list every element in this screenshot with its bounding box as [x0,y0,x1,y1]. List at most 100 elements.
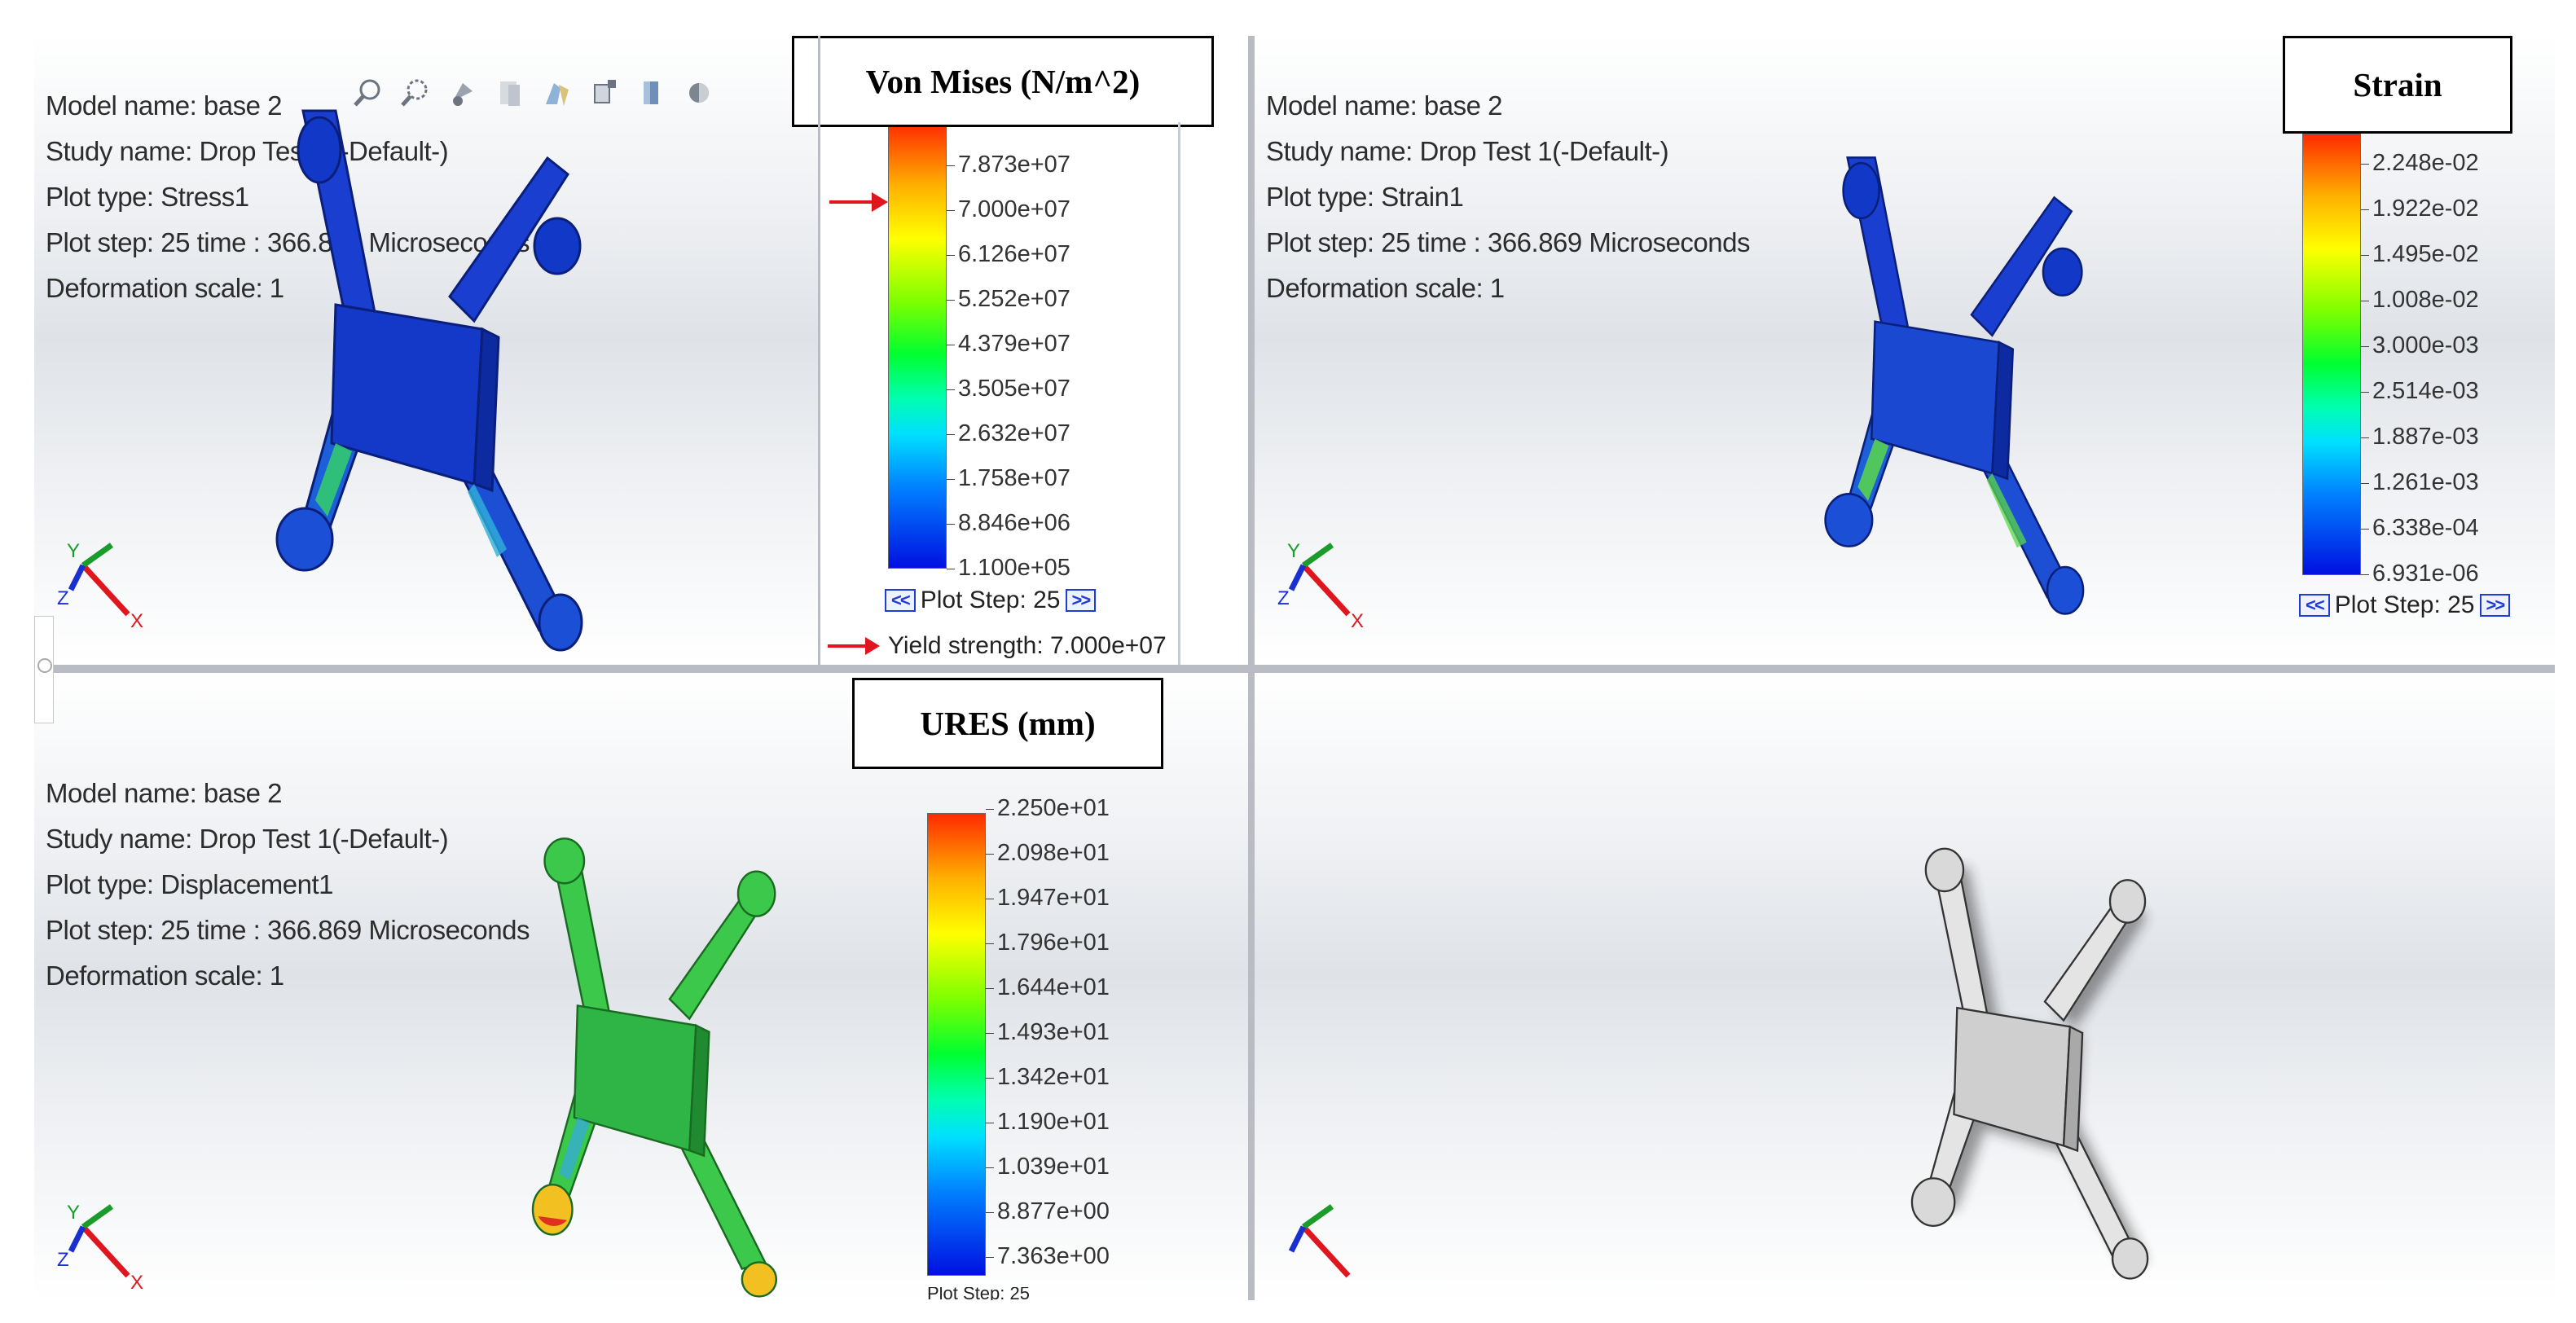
legend-tick-label: 1.644e+01 [986,974,1110,1000]
legend-tick-label: 1.493e+01 [986,1019,1110,1045]
deformation-scale: Deformation scale: 1 [46,960,284,991]
displacement-plot-info: Model name: base 2 Study name: Drop Test… [46,771,530,999]
deformation-scale: Deformation scale: 1 [1266,273,1505,303]
legend-tick-label: 2.250e+01 [986,795,1110,821]
axis-triad-icon: Y Z X [57,1202,143,1292]
deformation-scale: Deformation scale: 1 [46,273,284,303]
legend-tick-label: 1.008e-02 [2361,287,2479,313]
displacement-title: URES (mm) [852,678,1163,769]
legend-tick-label: 2.632e+07 [947,420,1070,446]
section-view-icon[interactable] [492,75,528,111]
legend-tick-label: 1.922e-02 [2361,196,2479,222]
study-name: Study name: Drop Test 1(-Default-) [1266,136,1669,166]
displacement-viewport[interactable]: Model name: base 2 Study name: Drop Test… [34,673,1248,1300]
stress-legend-panel: 7.873e+07 7.000e+07 6.126e+07 5.252e+07 4.37… [818,36,1248,665]
svg-text:X: X [130,610,143,631]
legend-tick-label: 1.190e+01 [986,1109,1110,1135]
heads-up-view-toolbar [350,75,717,111]
legend-tick-label: 7.873e+07 [947,152,1070,178]
legend-tick-label: 7.000e+07 [947,196,1070,222]
legend-tick-label: 6.931e-06 [2361,560,2479,587]
svg-text:X: X [130,1272,143,1292]
legend-tick-label: 1.758e+07 [947,465,1070,491]
legend-tick-label: 7.363e+00 [986,1243,1110,1269]
plot-step-time: Plot step: 25 time : 366.869 Microsecond… [1266,227,1751,257]
stress-yield-marker-icon [829,192,888,212]
splitter-grip-icon[interactable] [37,658,52,673]
study-name: Study name: Drop Test 1(-Default-) [46,136,449,166]
svg-text:Z: Z [1277,587,1290,609]
stress-plot-step: << Plot Step: 25 >> [885,587,1097,614]
axis-triad-icon: Y Z X [57,540,143,631]
model-name: Model name: base 2 [1266,90,1503,121]
legend-tick-label: 2.514e-03 [2361,378,2479,404]
displacement-color-bar [927,813,986,1276]
displacement-model [531,837,778,1298]
study-name: Study name: Drop Test 1(-Default-) [46,824,449,854]
svg-text:X: X [1351,610,1364,631]
legend-tick-label: 8.877e+00 [986,1198,1110,1224]
legend-tick-label: 1.261e-03 [2361,469,2479,495]
stress-viewport[interactable]: Model name: base 2 Study name: Drop Test… [34,36,818,665]
legend-tick-label: 6.338e-04 [2361,515,2479,541]
legend-tick-label: 2.098e+01 [986,840,1110,866]
svg-text:Y: Y [67,1202,80,1224]
legend-tick-label: 5.252e+07 [947,286,1070,312]
edit-appearance-icon[interactable] [681,75,717,111]
axis-triad-icon [1288,1204,1351,1278]
next-step-button[interactable]: >> [2479,594,2511,617]
model-name: Model name: base 2 [46,778,283,808]
svg-text:Z: Z [57,587,69,609]
strain-title: Strain [2283,36,2512,134]
yield-strength-label: Yield strength: 7.000e+07 [888,632,1167,659]
legend-tick-label: 1.100e+05 [947,555,1070,581]
displacement-plot-step: Plot Step: 25 [927,1287,1030,1300]
previous-view-icon[interactable] [445,75,481,111]
yield-strength: Yield strength: 7.000e+07 [826,632,1167,660]
yield-arrow-icon [828,637,880,655]
horizontal-divider[interactable] [34,665,2555,673]
legend-tick-label: 2.248e-02 [2361,150,2479,176]
zoom-area-icon[interactable] [398,75,433,111]
plain-model [1910,847,2149,1280]
plot-type: Plot type: Displacement1 [46,869,334,899]
model-name: Model name: base 2 [46,90,283,121]
svg-text:Y: Y [1287,540,1300,562]
plot-step-label: Plot Step: 25 [920,587,1061,613]
strain-model [1824,156,2085,615]
plot-step-time: Plot step: 25 time : 366.869 Microsecond… [46,227,530,257]
plot-step-time: Plot step: 25 time : 366.869 Microsecond… [46,915,530,945]
svg-text:Z: Z [57,1249,69,1271]
svg-text:Y: Y [67,540,80,562]
zoom-to-fit-icon[interactable] [350,75,386,111]
plot-step-label: Plot Step: 25 [2334,591,2475,618]
strain-viewport[interactable]: Model name: base 2 Study name: Drop Test… [1255,36,2555,665]
strain-color-bar [2302,134,2361,575]
legend-tick-label: 1.887e-03 [2361,424,2479,450]
prev-step-button[interactable]: << [885,589,916,612]
next-step-button[interactable]: >> [1065,589,1097,612]
stress-title: Von Mises (N/m^2) [792,36,1214,127]
strain-plot-info: Model name: base 2 Study name: Drop Test… [1266,83,1751,311]
legend-tick-label: 1.039e+01 [986,1154,1110,1180]
display-style-icon[interactable] [587,75,622,111]
axis-triad-icon: Y Z X [1277,540,1364,631]
legend-tick-label: 1.342e+01 [986,1064,1110,1090]
stress-color-bar [888,122,947,569]
legend-tick-label: 3.505e+07 [947,376,1070,402]
hide-show-icon[interactable] [634,75,670,111]
legend-tick-label: 1.495e-02 [2361,241,2479,267]
model-viewport[interactable] [1255,673,2555,1300]
prev-step-button[interactable]: << [2299,594,2330,617]
plot-type: Plot type: Strain1 [1266,182,1464,212]
view-orientation-icon[interactable] [539,75,575,111]
legend-tick-label: 8.846e+06 [947,510,1070,536]
legend-separator-right [1178,122,1180,665]
legend-tick-label: 3.000e-03 [2361,332,2479,358]
legend-separator [818,36,820,665]
stress-model [275,109,583,652]
plot-step-label: Plot Step: 25 [927,1287,1030,1300]
legend-tick-label: 1.796e+01 [986,930,1110,956]
strain-plot-step: << Plot Step: 25 >> [2299,591,2511,619]
stress-plot-info: Model name: base 2 Study name: Drop Test… [46,83,530,311]
